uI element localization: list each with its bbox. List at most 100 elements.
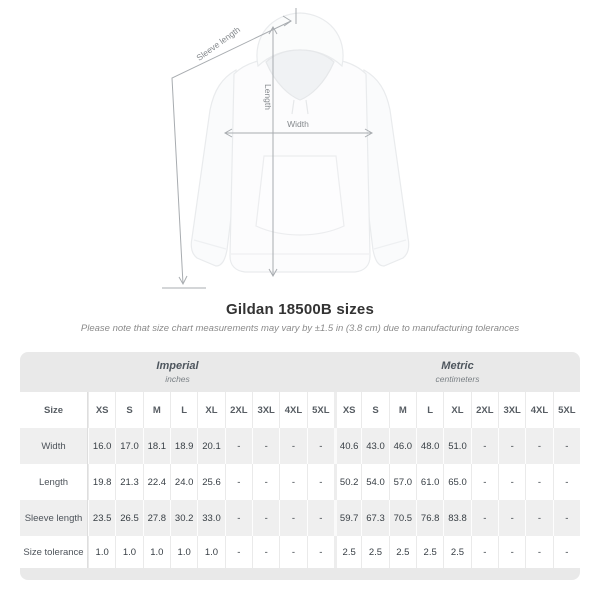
value-cell: 3XL xyxy=(498,392,525,428)
value-cell: - xyxy=(279,500,306,536)
value-cell: 20.1 xyxy=(197,428,224,464)
length-arrow xyxy=(268,25,278,278)
unit-band: Imperial inches Metric centimeters xyxy=(20,352,580,392)
value-cell: S xyxy=(115,392,142,428)
value-cell: 2XL xyxy=(224,392,252,428)
value-cell: 1.0 xyxy=(197,536,224,568)
tolerance-note: Please note that size chart measurements… xyxy=(80,323,520,334)
value-cell: - xyxy=(498,536,525,568)
value-cell: - xyxy=(470,500,498,536)
value-cell: 67.3 xyxy=(361,500,388,536)
value-cell: 1.0 xyxy=(170,536,197,568)
row-label: Sleeve length xyxy=(20,500,88,536)
table-row: Sleeve length 23.5 26.5 27.8 30.2 33.0- - - -59.… xyxy=(20,500,580,536)
sleeve-length-label: Sleeve length xyxy=(194,24,242,63)
title-block: Gildan 18500B sizes Please note that siz… xyxy=(0,301,600,334)
value-cell: 57.0 xyxy=(388,464,416,500)
value-cell: 26.5 xyxy=(115,500,142,536)
value-cell: 50.2 xyxy=(334,464,361,500)
value-cell: 83.8 xyxy=(443,500,470,536)
metric-sublabel: centimeters xyxy=(435,374,480,384)
value-cell: M xyxy=(142,392,170,428)
value-cell: - xyxy=(498,500,525,536)
value-cell: - xyxy=(470,464,498,500)
value-cell: - xyxy=(306,428,334,464)
value-cell: 48.0 xyxy=(416,428,443,464)
value-cell: - xyxy=(498,428,525,464)
value-cell: XL xyxy=(443,392,470,428)
width-label: Width xyxy=(287,119,309,129)
length-label: Length xyxy=(263,84,273,110)
value-cell: - xyxy=(306,464,334,500)
value-cell: 18.1 xyxy=(142,428,170,464)
value-cell: 2.5 xyxy=(388,536,416,568)
row-label: Size tolerance xyxy=(20,536,88,568)
row-label: Length xyxy=(20,464,88,500)
hoodie-illustration: Width Length Sleeve length xyxy=(162,8,410,289)
value-cell: 65.0 xyxy=(443,464,470,500)
value-cell: - xyxy=(552,428,580,464)
sleeve-length-arrow xyxy=(162,8,297,289)
value-cell: - xyxy=(470,536,498,568)
value-cell: 54.0 xyxy=(361,464,388,500)
table-row: Size tolerance 1.0 1.0 1.0 1.0 1.0- - - -2.5 2.5 2… xyxy=(20,536,580,568)
metric-label: Metric xyxy=(441,360,474,372)
width-arrow xyxy=(223,128,374,138)
value-cell: - xyxy=(224,464,252,500)
value-cell: 19.8 xyxy=(88,464,115,500)
value-cell: 18.9 xyxy=(170,428,197,464)
value-cell: M xyxy=(388,392,416,428)
value-cell: 17.0 xyxy=(115,428,142,464)
value-cell: - xyxy=(279,464,306,500)
value-cell: - xyxy=(224,536,252,568)
value-cell: L xyxy=(416,392,443,428)
value-cell: - xyxy=(552,536,580,568)
value-cell: 1.0 xyxy=(142,536,170,568)
value-cell: 59.7 xyxy=(334,500,361,536)
unit-header-metric: Metric centimeters xyxy=(335,352,580,392)
value-cell: 24.0 xyxy=(170,464,197,500)
value-cell: XL xyxy=(197,392,224,428)
value-cell: 43.0 xyxy=(361,428,388,464)
table-row: Length 19.8 21.3 22.4 24.0 25.6- - - -50.2 54.0 57… xyxy=(20,464,580,500)
value-cell: - xyxy=(224,428,252,464)
table-row: Size XS S M L XL 2XL 3XL 4XL 5XL XS S M L XL 2XL 3XL 4XL 5… xyxy=(20,392,580,428)
value-cell: - xyxy=(525,464,552,500)
value-cell: 4XL xyxy=(525,392,552,428)
value-cell: 5XL xyxy=(552,392,580,428)
value-cell: 33.0 xyxy=(197,500,224,536)
unit-header-imperial: Imperial inches xyxy=(20,352,335,392)
value-cell: 23.5 xyxy=(88,500,115,536)
value-cell: 21.3 xyxy=(115,464,142,500)
value-cell: 51.0 xyxy=(443,428,470,464)
hoodie-figure: Width Length Sleeve length xyxy=(162,8,410,289)
page-title: Gildan 18500B sizes xyxy=(225,301,375,318)
value-cell: - xyxy=(279,536,306,568)
value-cell: 4XL xyxy=(279,392,306,428)
value-cell: XS xyxy=(88,392,115,428)
value-cell: 30.2 xyxy=(170,500,197,536)
value-cell: 1.0 xyxy=(115,536,142,568)
value-cell: 22.4 xyxy=(142,464,170,500)
value-cell: 16.0 xyxy=(88,428,115,464)
value-cell: 2.5 xyxy=(361,536,388,568)
value-cell: - xyxy=(498,464,525,500)
value-cell: 40.6 xyxy=(334,428,361,464)
value-cell: S xyxy=(361,392,388,428)
value-cell: 76.8 xyxy=(416,500,443,536)
value-cell: - xyxy=(279,428,306,464)
value-cell: - xyxy=(252,536,279,568)
value-cell: L xyxy=(170,392,197,428)
value-cell: 25.6 xyxy=(197,464,224,500)
table-row: Width 16.0 17.0 18.1 18.9 20.1- - - -40.6 43.0 46.… xyxy=(20,428,580,464)
imperial-label: Imperial xyxy=(156,360,199,372)
table-rows: Size XS S M L XL 2XL 3XL 4XL 5XL XS S M L XL 2XL 3XL 4XL 5… xyxy=(20,392,580,568)
value-cell: - xyxy=(525,428,552,464)
value-cell: - xyxy=(470,428,498,464)
value-cell: - xyxy=(224,500,252,536)
value-cell: 27.8 xyxy=(142,500,170,536)
value-cell: - xyxy=(252,500,279,536)
row-label: Size xyxy=(20,392,88,428)
value-cell: 70.5 xyxy=(388,500,416,536)
